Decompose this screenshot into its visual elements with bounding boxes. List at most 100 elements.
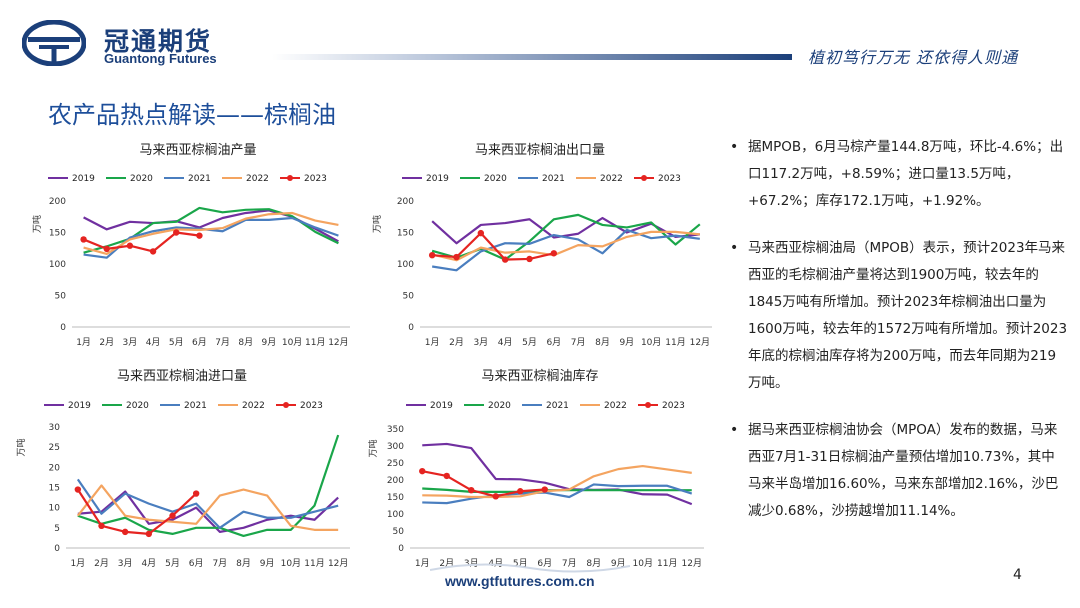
data-point-2023 — [192, 490, 200, 497]
y-tick-label: 100 — [397, 260, 414, 270]
data-point-2023 — [80, 236, 87, 243]
series-line-2023 — [83, 231, 200, 253]
bullet-icon: • — [730, 240, 739, 256]
x-tick-label: 9月 — [611, 558, 626, 569]
commentary-list: • 据MPOB，6月马棕产量144.8万吨，环比-4.6%；出口117.2万吨，… — [728, 134, 1068, 545]
chart-inventory: 马来西亚棕榈油库存 2019 2020 2021 2022 2023 万吨 0 50 100 150… — [366, 362, 720, 572]
x-tick-label: 3月 — [464, 558, 479, 569]
y-tick-label: 0 — [398, 544, 404, 554]
x-tick-label: 1月 — [76, 337, 91, 348]
y-tick-label: 350 — [387, 425, 404, 435]
legend-label-2022: 2022 — [246, 174, 269, 184]
x-tick-label: 7月 — [212, 558, 227, 569]
company-motto: 植初笃行万无 还依得人则通 — [808, 48, 1019, 67]
series-line-2022 — [76, 484, 339, 531]
legend-label-2022: 2022 — [242, 401, 265, 411]
chart-title: 马来西亚棕榈油出口量 — [475, 143, 605, 158]
y-axis-unit: 万吨 — [31, 215, 43, 233]
y-tick-label: 50 — [393, 527, 405, 537]
commentary-text: 据马来西亚棕榈油协会（MPOA）发布的数据，马来西亚7月1-31日棕榈油产量预估… — [748, 422, 1059, 519]
legend-label-2021: 2021 — [546, 401, 569, 411]
data-point-2023 — [443, 472, 450, 480]
x-tick-label: 8月 — [586, 558, 601, 569]
legend-label-2019: 2019 — [72, 174, 95, 184]
series-line-2023 — [76, 488, 197, 535]
x-tick-label: 8月 — [595, 337, 610, 348]
y-tick-label: 200 — [387, 476, 404, 486]
x-tick-label: 4月 — [141, 558, 156, 569]
x-tick-label: 11月 — [305, 337, 325, 348]
x-tick-label: 11月 — [665, 337, 685, 348]
legend-label-2023: 2023 — [304, 174, 327, 184]
x-tick-label: 5月 — [169, 337, 184, 348]
y-axis-unit: 万吨 — [15, 438, 27, 456]
x-tick-label: 2月 — [94, 558, 109, 569]
x-tick-label: 8月 — [238, 337, 253, 348]
legend-label-2019: 2019 — [426, 174, 449, 184]
x-tick-label: 9月 — [619, 337, 634, 348]
footer-wave-decoration — [430, 563, 630, 573]
legend-marker-2023 — [645, 402, 651, 408]
chart-exports: 马来西亚棕榈油出口量 2019 2020 2021 2022 2023 万吨 0 50 100 15… — [370, 134, 720, 354]
legend-label-2019: 2019 — [430, 401, 453, 411]
x-tick-label: 5月 — [513, 558, 528, 569]
series-line-2022 — [422, 464, 692, 499]
y-tick-label: 50 — [403, 292, 415, 302]
series-line-2019 — [77, 490, 339, 533]
y-tick-label: 50 — [55, 292, 67, 302]
commentary-text: 马来西亚棕榈油局（MPOB）表示，预计2023年马来西亚的毛棕榈油产量将达到19… — [748, 240, 1068, 391]
bullet-icon: • — [730, 422, 739, 438]
legend-label-2020: 2020 — [130, 174, 153, 184]
series-line-2023 — [422, 470, 545, 498]
y-axis-unit: 万吨 — [371, 215, 383, 233]
data-point-2023 — [492, 493, 499, 500]
legend-marker-2023 — [287, 175, 293, 181]
data-point-2023 — [121, 528, 129, 536]
data-point-2023 — [103, 245, 110, 253]
chart-production: 马来西亚棕榈油产量 2019 2020 2021 2022 2023 万吨 0 50 100 150… — [28, 134, 368, 354]
x-tick-label: 6月 — [546, 337, 561, 348]
legend-label-2023: 2023 — [658, 174, 681, 184]
legend-label-2023: 2023 — [662, 401, 685, 411]
bullet-icon: • — [730, 139, 739, 155]
data-point-2023 — [126, 242, 134, 249]
header-divider — [272, 54, 792, 60]
data-point-2023 — [196, 232, 203, 239]
x-tick-label: 3月 — [123, 337, 138, 348]
y-tick-label: 150 — [387, 493, 404, 503]
x-tick-label: 7月 — [215, 337, 230, 348]
x-tick-label: 2月 — [449, 337, 464, 348]
page-number: 4 — [1013, 567, 1022, 583]
x-tick-label: 1月 — [415, 558, 430, 569]
y-tick-label: 30 — [49, 423, 61, 433]
x-tick-label: 9月 — [260, 558, 275, 569]
series-line-2021 — [431, 228, 700, 272]
y-tick-label: 200 — [49, 197, 66, 207]
data-point-2023 — [453, 253, 460, 261]
data-point-2023 — [149, 248, 157, 255]
x-tick-label: 4月 — [146, 337, 161, 348]
x-tick-label: 6月 — [192, 337, 207, 348]
series-line-2023 — [432, 232, 555, 261]
footer-website-link[interactable]: www.gtfutures.com.cn — [445, 573, 595, 589]
data-point-2023 — [541, 486, 548, 493]
series-line-2019 — [422, 442, 693, 506]
legend-label-2020: 2020 — [488, 401, 511, 411]
series-line-2022 — [83, 211, 339, 256]
x-tick-label: 2月 — [439, 558, 454, 569]
x-tick-label: 6月 — [537, 558, 552, 569]
legend-label-2021: 2021 — [188, 174, 211, 184]
chart-title: 马来西亚棕榈油库存 — [481, 368, 598, 384]
series-line-2022 — [431, 230, 700, 262]
x-tick-label: 11月 — [657, 558, 677, 569]
x-tick-label: 3月 — [118, 558, 133, 569]
x-tick-label: 10月 — [282, 337, 302, 348]
x-tick-label: 12月 — [682, 558, 702, 569]
y-tick-label: 100 — [387, 510, 404, 520]
legend-marker-2023 — [641, 175, 647, 181]
commentary-item: • 马来西亚棕榈油局（MPOB）表示，预计2023年马来西亚的毛棕榈油产量将达到… — [728, 235, 1068, 397]
x-tick-label: 10月 — [633, 558, 653, 569]
y-tick-label: 300 — [387, 442, 404, 452]
commentary-item: • 据MPOB，6月马棕产量144.8万吨，环比-4.6%；出口117.2万吨，… — [728, 134, 1068, 215]
legend-label-2022: 2022 — [600, 174, 623, 184]
